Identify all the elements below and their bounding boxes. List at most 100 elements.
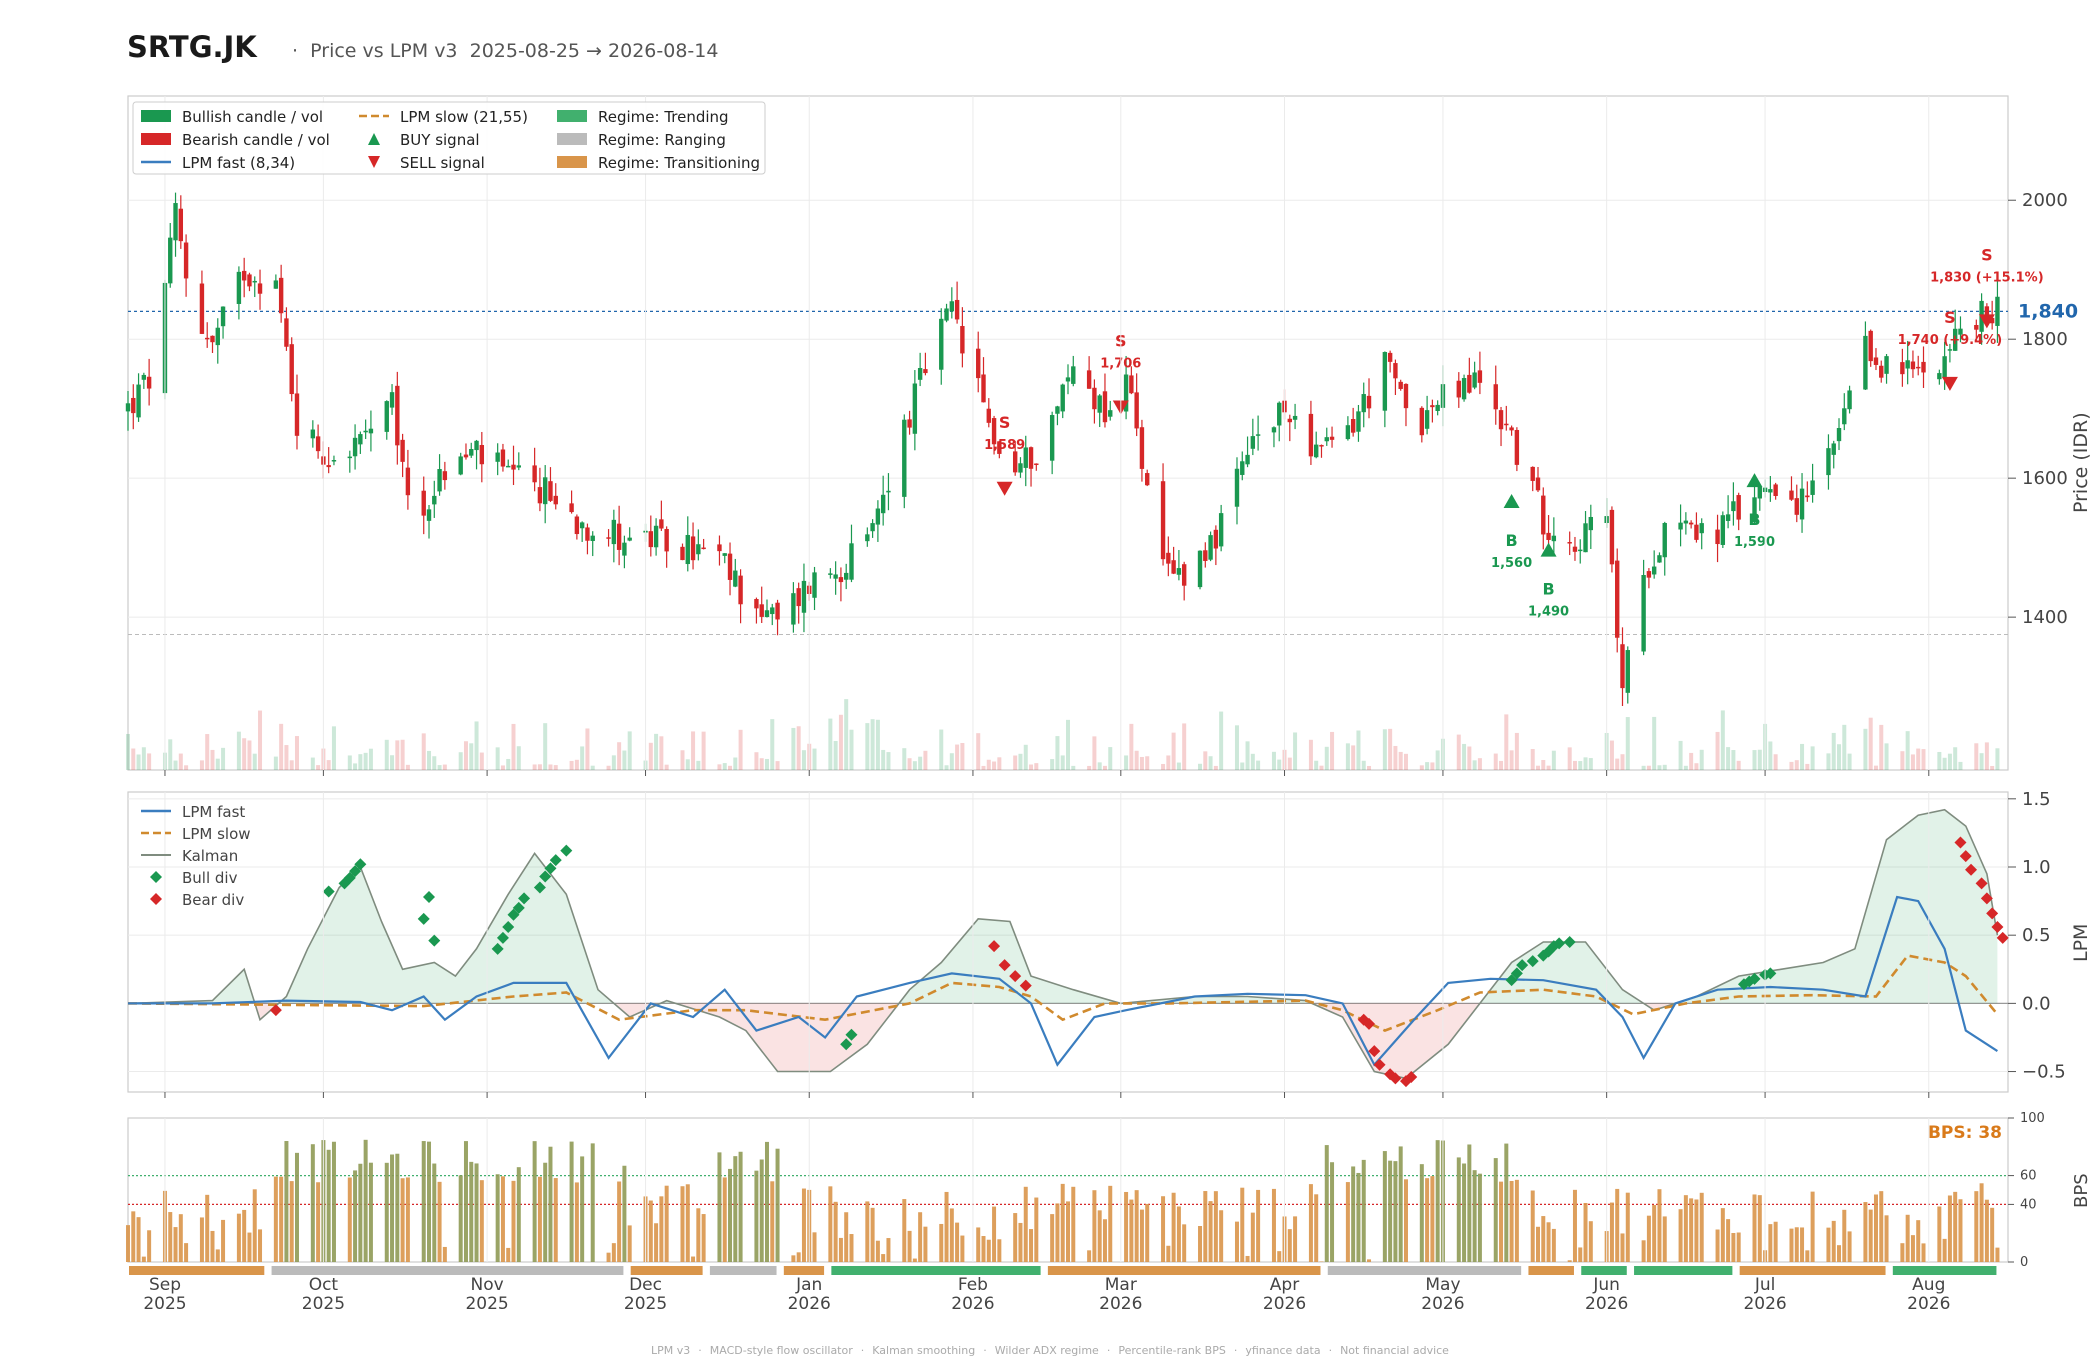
bps-bar [760,1159,764,1262]
volume-bar [992,762,996,770]
candle-body [390,392,394,407]
volume-bar [1066,720,1070,770]
candle-body [1145,473,1149,485]
candle-body [738,576,742,605]
volume-bar [570,761,574,770]
candle-body [1061,385,1065,412]
candle-body [902,420,906,497]
bps-bar [1124,1192,1128,1262]
volume-bar [607,766,611,770]
bps-bar [1430,1176,1434,1262]
bps-bar [1314,1194,1318,1262]
volume-bar [1626,717,1630,770]
bps-bar [828,1186,832,1262]
candle-body [1351,419,1355,433]
bps-bar [1552,1229,1556,1262]
candle-body [833,574,837,578]
signal-value: 1,490 [1528,605,1569,620]
bps-bar [427,1142,431,1262]
signal-label: B [1542,580,1554,599]
candle-body [311,430,315,439]
volume-bar [612,755,616,770]
candle-body [802,581,806,613]
bps-bar [902,1199,906,1262]
bps-bar [279,1177,283,1262]
candle-body [1805,496,1809,498]
candle-body [955,300,959,319]
volume-bar [1578,761,1582,770]
bps-bar [1198,1226,1202,1262]
volume-bar [1473,760,1477,770]
volume-bar [1087,766,1091,770]
bps-bar [1958,1199,1962,1262]
bps-bar [1726,1219,1730,1262]
candle-body [918,368,922,380]
volume-bar [1388,729,1392,770]
bps-bar [480,1180,484,1262]
bps-bar [1589,1221,1593,1262]
signal-label: S [1944,308,1956,327]
bps-bar [997,1239,1001,1262]
volume-bar [395,740,399,770]
candle-body [1140,427,1144,469]
bps-bar [1399,1146,1403,1262]
candle-body [791,593,795,624]
volume-bar [1684,766,1688,770]
candle-body [554,496,558,504]
volume-bar [733,757,737,770]
bps-bar [210,1231,214,1262]
candle-body [1731,501,1735,511]
candle-body [1256,434,1260,436]
y-tick-label: 1400 [2022,607,2068,628]
bps-bar [1504,1144,1508,1262]
volume-bar [1235,725,1239,770]
bps-bar [717,1152,721,1262]
bps-bar [1721,1208,1725,1262]
volume-bar [865,723,869,770]
candle-body [1018,463,1022,472]
bps-bar [1166,1246,1170,1262]
signal-label: S [999,413,1011,432]
bps-bar [739,1152,743,1262]
bps-bar [554,1178,558,1262]
volume-bar [1166,755,1170,770]
volume-bar [1620,754,1624,770]
bps-bar [543,1163,547,1262]
volume-bar [791,728,795,770]
candle-body [1425,410,1429,429]
regime-strip-segment [1328,1266,1521,1275]
volume-bar [1990,766,1994,770]
volume-bar [665,765,669,770]
signal-value: 1,589 [984,438,1025,453]
candle-body [1900,362,1904,374]
signal-value: 1,590 [1734,535,1775,550]
candle-body [1499,410,1503,429]
bps-bar [723,1177,727,1262]
panel-frame [128,792,2008,1092]
candle-body [395,386,399,445]
footer-separator: · [983,1344,987,1357]
bps-bar [1837,1245,1841,1262]
volume-bar [802,750,806,770]
volume-bar [1462,744,1466,770]
candle-body [221,307,225,327]
bps-bar [1140,1210,1144,1262]
bps-bar [1092,1190,1096,1262]
signal-label: S [1981,245,1993,264]
volume-bar [1198,764,1202,770]
candle-body [348,457,352,459]
volume-bar [686,759,690,770]
bps-bar [1436,1140,1440,1262]
candle-body [1420,408,1424,435]
candle-body [701,548,705,550]
candle-body [353,438,357,456]
bps-bar [1689,1198,1693,1262]
candle-body [617,524,621,550]
y-axis-label: LPM [2070,924,2092,962]
footer-item: MACD-style flow oscillator [710,1344,853,1357]
bps-bar [1425,1178,1429,1262]
volume-bar [1029,765,1033,770]
candle-body [760,604,764,617]
candle-body [1700,523,1704,533]
x-tick-label: Feb [958,1275,988,1295]
